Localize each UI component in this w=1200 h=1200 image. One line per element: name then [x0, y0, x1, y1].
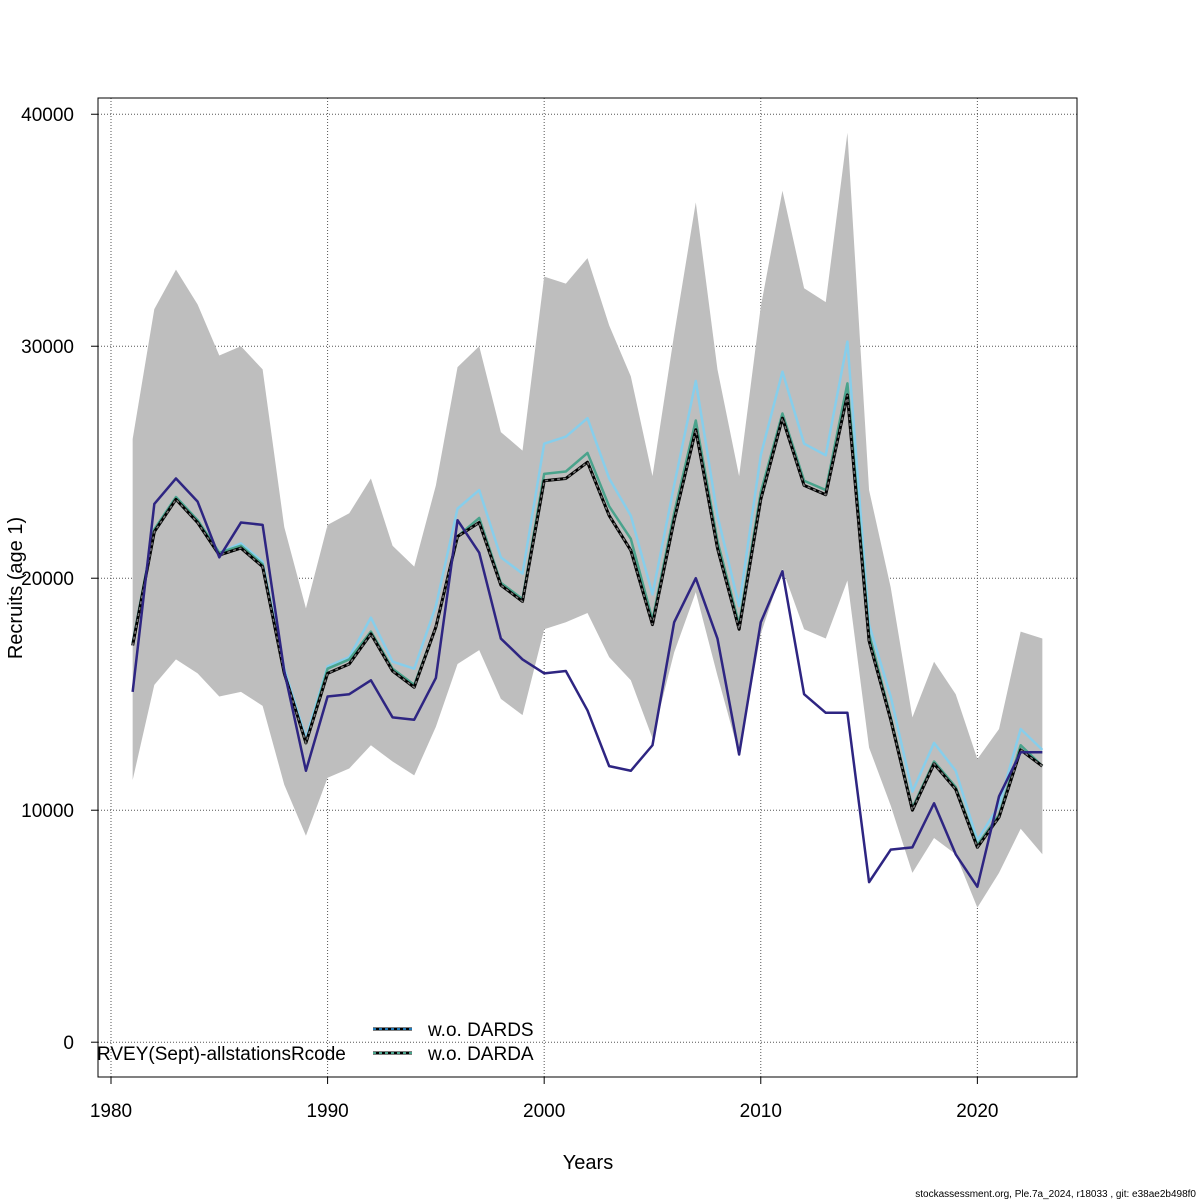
series-layer [131, 340, 1044, 889]
y-tick-label: 10000 [21, 801, 74, 822]
axes-layer: 1980 1990 2000 2010 2020 0 10000 20000 30000 4000… [21, 105, 998, 1122]
x-tick-label: 1990 [306, 1101, 348, 1122]
x-tick-label: 2020 [956, 1101, 998, 1122]
x-tick-label: 1980 [90, 1101, 132, 1122]
y-tick-label: 20000 [21, 569, 74, 590]
y-tick-label: 0 [63, 1033, 74, 1054]
confidence-band-layer [132, 132, 1043, 908]
y-tick-label: 40000 [21, 105, 74, 126]
y-tick-label: 30000 [21, 337, 74, 358]
footer-credit: stockassessment.org, Ple.7a_2024, r18033… [915, 1189, 1196, 1200]
x-tick-label: 2000 [523, 1101, 565, 1122]
x-axis-title: Years [563, 1152, 613, 1174]
legend-label-dards: w.o. DARDS [427, 1020, 534, 1041]
confidence-band [132, 132, 1043, 908]
legend-label-darda: w.o. DARDA [427, 1044, 534, 1065]
y-axis-title: Recruits (age 1) [5, 517, 27, 659]
series-line-3 [131, 477, 1043, 889]
inset-series-label: RVEY(Sept)-allstationsRcode [97, 1044, 346, 1065]
legend: w.o. DARDS w.o. DARDA [373, 1020, 534, 1065]
x-tick-label: 2010 [740, 1101, 782, 1122]
